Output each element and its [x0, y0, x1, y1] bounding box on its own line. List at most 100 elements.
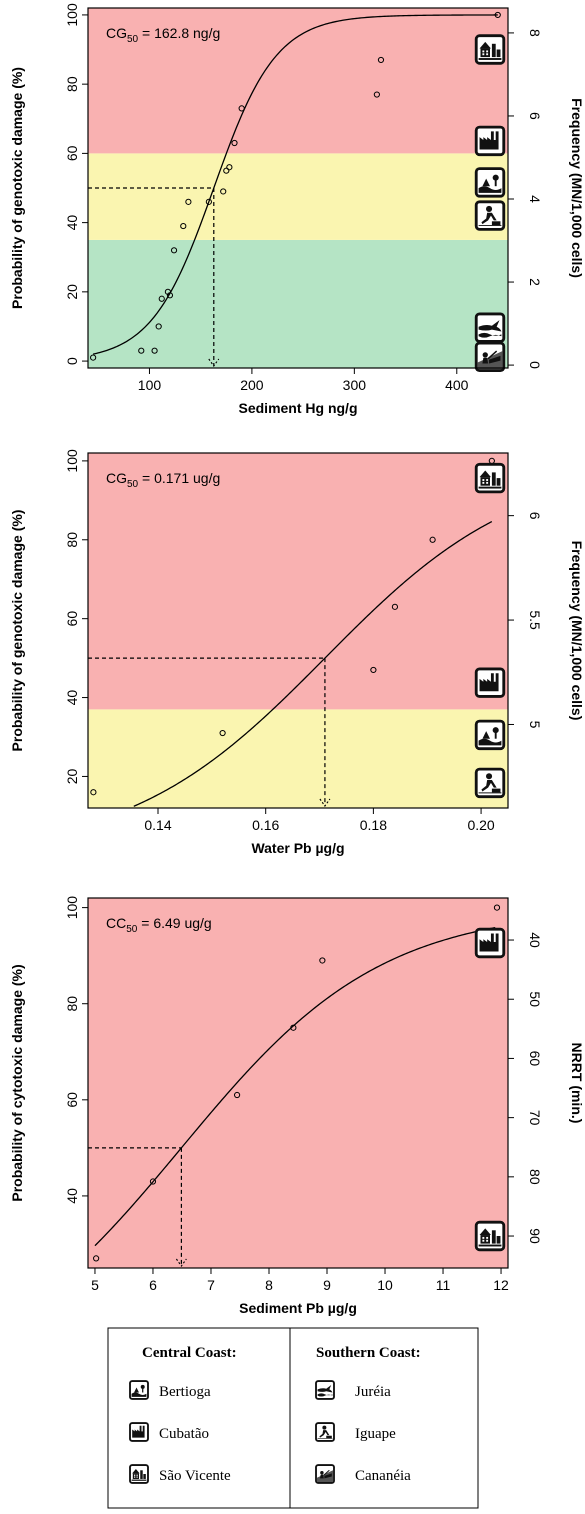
x-tick-label: 0.16	[252, 817, 279, 833]
y2-tick-label: 5	[527, 721, 543, 729]
jureia-icon	[474, 312, 506, 343]
y-tick-label: 40	[64, 215, 80, 231]
data-point	[370, 666, 377, 674]
bertioga-icon	[474, 719, 506, 751]
x-axis-label: Sediment Hg ng/g	[239, 400, 358, 416]
sao-vicente-icon	[474, 34, 506, 65]
band-red	[88, 8, 508, 154]
legend-label-sao-vicente: São Vicente	[159, 1468, 231, 1484]
x-tick-label: 12	[493, 1277, 509, 1293]
y2-tick-label: 6	[527, 512, 543, 520]
data-point	[166, 292, 174, 299]
x-tick-label: 200	[240, 377, 264, 393]
data-point	[391, 603, 399, 610]
y-tick-label: 20	[64, 768, 80, 784]
fitted-curve	[133, 520, 493, 807]
x-tick-label: 400	[445, 377, 469, 393]
data-point	[290, 1024, 297, 1031]
x-tick-label: 5	[91, 1277, 99, 1293]
y-tick-label: 40	[64, 690, 80, 706]
cubatao-icon	[474, 927, 506, 959]
y2-tick-label: 50	[527, 991, 543, 1007]
data-point	[93, 1255, 100, 1262]
data-point	[238, 105, 245, 112]
iguape-icon	[474, 200, 506, 231]
data-point	[377, 56, 385, 64]
legend-item-sao-vicente: São Vicente	[129, 1464, 231, 1484]
data-point	[220, 188, 227, 195]
y2-tick-label: 5.5	[527, 610, 543, 630]
data-point	[170, 247, 178, 254]
x-tick-label: 0.20	[467, 817, 494, 833]
x-tick-label: 0.14	[144, 817, 171, 833]
data-point	[185, 198, 192, 205]
threshold-annotation: CG50 = 162.8 ng/g	[106, 25, 220, 45]
cubatao-icon	[474, 667, 506, 698]
y-tick-label: 100	[64, 3, 80, 27]
iguape-icon	[315, 1422, 335, 1442]
data-point	[138, 347, 145, 354]
x-axis-label: Water Pb µg/g	[251, 840, 344, 856]
legend: Central Coast: Southern Coast: Bertioga …	[107, 1327, 479, 1509]
legend-southern-header: Southern Coast:	[316, 1345, 421, 1361]
data-point	[493, 904, 501, 911]
y-tick-label: 60	[64, 145, 80, 161]
y-axis-label: Probability of genotoxic damage (%)	[9, 67, 25, 309]
legend-item-jureia: Juréia	[315, 1380, 391, 1400]
cananeia-icon	[314, 1463, 336, 1485]
band-green	[88, 239, 508, 368]
band-red	[88, 898, 508, 1268]
y2-tick-label: 80	[527, 1169, 543, 1185]
data-point	[319, 957, 326, 964]
data-point	[149, 1178, 157, 1185]
panel-hg-sediment: 100 200 300 400 0 20 40 60 80 100 0 2 4 6 8 Sediment Hg…	[9, 3, 585, 416]
y-tick-label: 0	[64, 357, 80, 365]
fitted-curve	[92, 14, 498, 355]
band-yellow	[88, 709, 508, 808]
band-yellow	[88, 153, 508, 240]
x-tick-label: 11	[436, 1277, 451, 1293]
legend-label-cubatao: Cubatão	[159, 1426, 209, 1442]
data-point	[226, 164, 233, 171]
threshold-arrow	[208, 358, 220, 367]
band-red	[88, 453, 508, 710]
legend-label-iguape: Iguape	[355, 1426, 396, 1442]
panel-pb-water: 0.14 0.16 0.18 0.20 20 40 60 80 100 5 5.5 6 Water Pb…	[9, 449, 585, 856]
y2-tick-label: 40	[527, 932, 543, 948]
threshold-annotation: CC50 = 6.49 ug/g	[106, 915, 212, 935]
legend-label-bertioga: Bertioga	[159, 1384, 211, 1400]
x-tick-label: 6	[149, 1277, 157, 1293]
legend-item-cubatao: Cubatão	[129, 1422, 209, 1442]
y2-axis-label: Frequency (MN/1,000 cells)	[569, 98, 585, 278]
cubatao-icon	[129, 1422, 149, 1442]
plot-frame	[87, 7, 509, 369]
data-point	[158, 295, 165, 302]
panel-pb-sediment: 5 6 7 8 9 10 11 12 40 60 80 100 40 50 60 70 80 90 Sediment…	[9, 896, 585, 1316]
data-point	[233, 1091, 241, 1099]
threshold-arrow	[319, 798, 331, 807]
x-tick-label: 100	[138, 377, 162, 393]
plot-frame	[87, 897, 509, 1269]
sao-vicente-icon	[129, 1464, 149, 1484]
y2-tick-label: 60	[527, 1051, 543, 1067]
legend-label-jureia: Juréia	[355, 1384, 391, 1400]
legend-box	[107, 1327, 479, 1509]
legend-item-bertioga: Bertioga	[129, 1380, 211, 1400]
iguape-icon	[474, 767, 506, 799]
y2-tick-label: 70	[527, 1110, 543, 1126]
data-point	[155, 323, 162, 330]
x-tick-label: 300	[343, 377, 367, 393]
bertioga-icon	[129, 1380, 149, 1400]
y2-tick-label: 4	[527, 195, 543, 203]
threshold-arrow	[175, 1258, 187, 1267]
data-point	[219, 729, 226, 737]
x-tick-label: 7	[207, 1277, 215, 1293]
y2-tick-label: 2	[527, 278, 543, 286]
y-tick-label: 20	[64, 284, 80, 300]
legend-central-header: Central Coast:	[142, 1345, 237, 1361]
fitted-curve	[94, 926, 496, 1247]
x-tick-label: 10	[377, 1277, 393, 1293]
y-axis-label: Probability of genotoxic damage (%)	[9, 510, 25, 752]
y-tick-label: 100	[64, 896, 80, 920]
